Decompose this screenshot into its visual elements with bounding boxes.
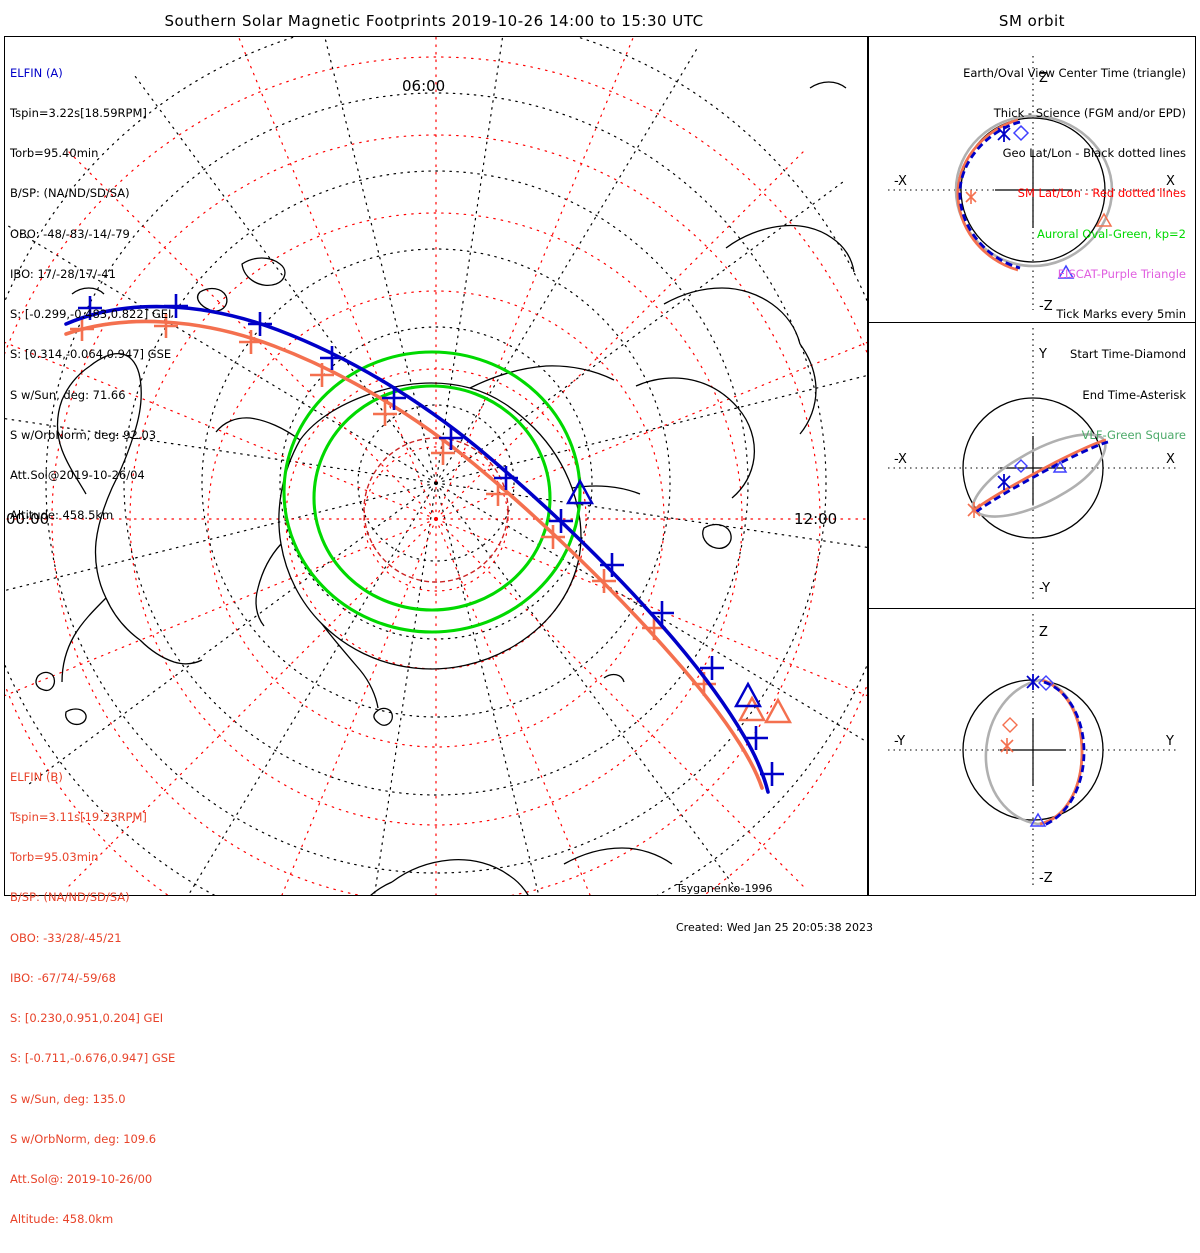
mlt-label-0000: 00:00 (6, 510, 49, 528)
legend-item: Start Time-Diamond (1070, 347, 1186, 362)
axis-label-pos-x: X (1166, 452, 1175, 467)
earth-circle (960, 117, 1106, 263)
spacecraft-a-line: S: [-0.299,-0.483,0.822] GEI (10, 307, 172, 322)
plot-credits: Tsyganenko-1996 Created: Wed Jan 25 20:0… (676, 856, 873, 960)
spacecraft-a-name: ELFIN (A) (10, 65, 63, 80)
spacecraft-a-line: B/SP: (NA/ND/SD/SA) (10, 186, 130, 201)
sm-orbit-yz-plot: -Y Y Z -Z (888, 614, 1177, 888)
orbit-panel-divider-1 (868, 322, 1196, 323)
orbit-track-elfin-b (956, 118, 1019, 272)
legend-item: VLF-Green Square (1081, 427, 1186, 442)
spacecraft-b-line: Torb=95.03min (10, 850, 99, 865)
legend-item: Geo Lat/Lon - Black dotted lines (1002, 146, 1186, 161)
axis-label-pos-y: Y (1165, 734, 1174, 749)
spacecraft-b-line: S: [-0.711,-0.676,0.947] GSE (10, 1051, 176, 1066)
spacecraft-b-line: S: [0.230,0.951,0.204] GEI (10, 1011, 164, 1026)
spacecraft-b-line: B/SP: (NA/ND/SD/SA) (10, 890, 130, 905)
axis-label-pos-x: X (1166, 174, 1175, 189)
spacecraft-a-line: Torb=95.40min (10, 146, 99, 161)
sm-inner-latitude-circle (363, 437, 509, 583)
spacecraft-b-name: ELFIN (B) (10, 769, 63, 784)
screenshot-root: Southern Solar Magnetic Footprints 2019-… (4, 12, 1196, 1227)
plot-legend: Earth/Oval View Center Time (triangle) T… (963, 40, 1186, 469)
axis-label-neg-x: -X (894, 452, 907, 467)
created-timestamp: Created: Wed Jan 25 20:05:38 2023 (676, 921, 874, 934)
track-elfin-a (64, 294, 784, 794)
polar-plot-canvas: 06:00 12:00 18:00 00:00 (5, 37, 867, 895)
earth-circle (962, 397, 1104, 539)
orbit-panel-divider-2 (868, 608, 1196, 609)
track-elfin-b (64, 314, 793, 790)
spacecraft-b-line: Att.Sol@: 2019-10-26/00 (10, 1172, 153, 1186)
spacecraft-b-line: Altitude: 458.0km (10, 1212, 114, 1227)
sm-orbit-panel (868, 36, 1196, 896)
axis-label-neg-y: -Y (894, 734, 905, 749)
spacecraft-a-line: Att.Sol@2019-10-26/04 (10, 468, 145, 482)
spacecraft-a-line: OBO: -48/-83/-14/-79 (10, 226, 130, 241)
mlt-labels: 06:00 12:00 18:00 00:00 (6, 77, 837, 528)
spacecraft-a-info: ELFIN (A) Tspin=3.22s[18.59RPM] Torb=95.… (10, 40, 171, 549)
coastlines (35, 81, 855, 895)
legend-item: Auroral Oval-Green, kp=2 (1036, 226, 1186, 241)
spacecraft-a-line: S: [0.314,-0.064,0.947] GSE (10, 347, 172, 362)
axis-label-pos-z: Z (1039, 625, 1048, 640)
orbit-track-elfin-a (1041, 680, 1086, 828)
sm-orbit-xy-plot: -X X Y -Y (888, 328, 1177, 600)
mlt-label-1200: 12:00 (794, 510, 837, 528)
legend-item: Earth/Oval View Center Time (triangle) (963, 65, 1186, 80)
orbit-markers (1000, 674, 1054, 827)
mlt-label-0600: 06:00 (402, 77, 445, 95)
page-title: Southern Solar Magnetic Footprints 2019-… (164, 12, 704, 30)
model-name: Tsyganenko-1996 (676, 882, 773, 895)
legend-item: Thick - Science (FGM and/or EPD) (993, 106, 1186, 121)
axis-label-neg-z: -Z (1039, 299, 1053, 314)
spacecraft-b-line: S w/OrbNorm, deg: 109.6 (10, 1131, 157, 1146)
axis-label-pos-z: Z (1039, 71, 1048, 86)
axis-label-neg-x: -X (894, 174, 907, 189)
sm-orbit-xz-plot: -X X Z -Z (888, 56, 1177, 314)
spacecraft-b-line: Tspin=3.11s[19.23RPM] (10, 810, 147, 825)
orbit-markers (965, 124, 1113, 279)
orbit-track-elfin-a (958, 120, 1021, 270)
spacecraft-b-line: OBO: -33/28/-45/21 (10, 930, 122, 945)
spacecraft-a-line: Altitude: 458.5km (10, 508, 114, 523)
spacecraft-b-line: S w/Sun, deg: 135.0 (10, 1091, 126, 1106)
spacecraft-a-line: S w/Sun, deg: 71.66 (10, 387, 126, 402)
spacecraft-b-line: IBO: -67/74/-59/68 (10, 970, 116, 985)
auroral-oval (282, 350, 582, 634)
legend-item: Tick Marks every 5min (1056, 307, 1186, 322)
orbit-track-elfin-b (973, 438, 1107, 512)
axis-label-neg-z: -Z (1039, 871, 1053, 886)
orbit-markers (967, 459, 1068, 518)
polar-footprint-panel (4, 36, 868, 896)
spacecraft-a-line: S w/OrbNorm, deg: 92.03 (10, 427, 157, 442)
axis-label-neg-y: -Y (1039, 581, 1050, 596)
axis-label-pos-y: Y (1038, 347, 1047, 362)
legend-item: End Time-Asterisk (1082, 387, 1186, 402)
sm-graticule (5, 37, 867, 895)
orbit-ellipse-gray (954, 114, 1114, 268)
spacecraft-a-line: Tspin=3.22s[18.59RPM] (10, 106, 147, 121)
orbit-panel-title: SM orbit (998, 12, 1066, 30)
orbit-track-elfin-b (1039, 678, 1084, 826)
legend-item: SM Lat/Lon - Red dotted lines (1017, 186, 1186, 201)
spacecraft-b-info: ELFIN (B) Tspin=3.11s[19.23RPM] Torb=95.… (10, 744, 175, 1253)
legend-item: EISCAT-Purple Triangle (1057, 266, 1186, 281)
spacecraft-a-line: IBO: 17/-28/17/-41 (10, 266, 116, 281)
